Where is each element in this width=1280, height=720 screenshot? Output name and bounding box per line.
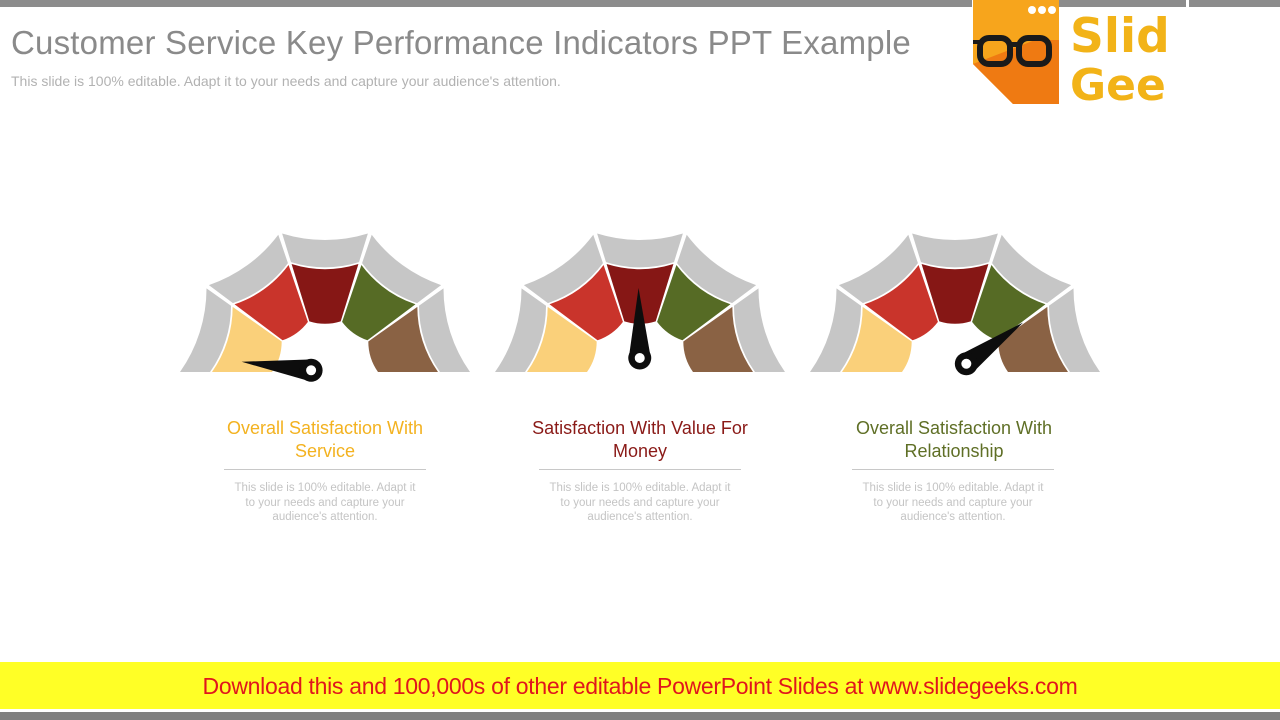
segment-high — [998, 306, 1068, 372]
gauge-outer-segment — [597, 233, 683, 268]
top-bar-divider — [1186, 0, 1189, 7]
gauge-value-for-money — [495, 233, 785, 372]
segment-good — [657, 265, 731, 341]
logo-shadow — [973, 40, 1059, 104]
slide-subtitle: This slide is 100% editable. Adapt it to… — [11, 73, 561, 89]
gauge-outer-segment — [1048, 288, 1100, 372]
top-border-bar — [0, 0, 1280, 7]
gauge-needle-pin — [961, 358, 972, 369]
kpi-divider — [539, 469, 741, 470]
gauge-needle-pin — [634, 353, 645, 364]
gauge-outer-segment — [418, 288, 470, 372]
gauge-outer-segment — [282, 233, 368, 268]
segment-low — [842, 306, 912, 372]
segment-low — [527, 306, 597, 372]
kpi-description: This slide is 100% editable. Adapt it to… — [234, 482, 416, 523]
bottom-border-bar — [0, 712, 1280, 720]
gauge-outer-segment — [208, 234, 288, 304]
segment-high — [683, 306, 753, 372]
kpi-description: This slide is 100% editable. Adapt it to… — [862, 482, 1044, 523]
kpi-title-service: Overall Satisfaction With Service — [226, 418, 424, 461]
logo-text-slide: Slide — [1070, 9, 1168, 64]
segment-mid — [921, 264, 989, 324]
gauge-outer-segment — [362, 234, 442, 304]
gauge-outer-segment — [733, 288, 785, 372]
gauge-outer-segment — [180, 288, 232, 372]
slidegeeks-logo: Slide Geeks — [973, 0, 1168, 104]
segment-mid — [291, 264, 359, 324]
segment-fair — [234, 265, 308, 341]
gauge-needle — [241, 359, 313, 382]
glasses-icon — [973, 35, 1052, 67]
slide-title: Customer Service Key Performance Indicat… — [11, 24, 911, 61]
footer-link-text[interactable]: Download this and 100,000s of other edit… — [202, 673, 1078, 699]
gauge-outer-segment — [677, 234, 757, 304]
gauge-service — [180, 233, 470, 382]
logo-text-geeks: Geeks — [1070, 60, 1168, 104]
logo-dots — [1028, 6, 1056, 14]
segment-good — [972, 265, 1046, 341]
gauge-needle — [628, 288, 651, 359]
kpi-description: This slide is 100% editable. Adapt it to… — [549, 482, 731, 523]
footer-banner: Download this and 100,000s of other edit… — [0, 662, 1280, 709]
kpi-title-value-for-money: Satisfaction With Value For Money — [532, 418, 748, 461]
gauge-outer-segment — [495, 288, 547, 372]
segment-good — [342, 265, 416, 341]
segment-fair — [864, 265, 938, 341]
gauge-needle-pin — [306, 365, 317, 376]
segment-fair — [549, 265, 623, 341]
gauge-outer-segment — [810, 288, 862, 372]
segment-high — [368, 306, 438, 372]
segment-low — [212, 306, 282, 372]
gauge-outer-segment — [912, 233, 998, 268]
segment-mid — [606, 264, 674, 324]
gauge-outer-segment — [992, 234, 1072, 304]
kpi-title-relationship: Overall Satisfaction With Relationship — [855, 418, 1053, 461]
gauge-relationship — [810, 233, 1100, 376]
kpi-divider — [224, 469, 426, 470]
gauge-outer-segment — [523, 234, 603, 304]
gauge-outer-segment — [838, 234, 918, 304]
kpi-divider — [852, 469, 1054, 470]
